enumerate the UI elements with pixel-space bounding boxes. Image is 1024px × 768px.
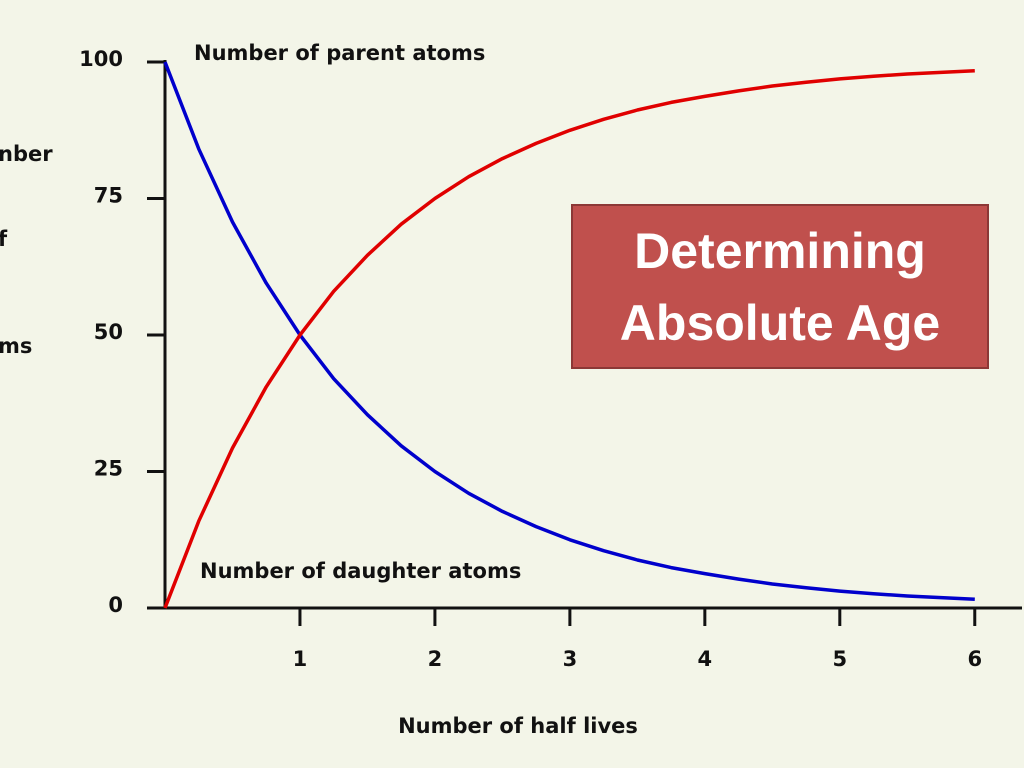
title-box: Determining Absolute Age [571, 204, 989, 369]
x-axis-label: Number of half lives [398, 714, 638, 738]
y-tick-label: 75 [94, 184, 123, 208]
x-tick-label: 4 [698, 647, 713, 671]
y-tick-label: 100 [79, 47, 123, 71]
x-tick-label: 5 [832, 647, 847, 671]
y-tick-label: 50 [94, 320, 123, 344]
title: Determining Absolute Age [619, 222, 941, 351]
x-tick-label: 3 [563, 647, 578, 671]
series-line [163, 68, 975, 609]
x-tick-label: 2 [428, 647, 443, 671]
series-label: Number of daughter atoms [200, 559, 521, 583]
y-axis-label: nber [0, 142, 53, 166]
y-tick-label: 25 [94, 457, 123, 481]
series-label: Number of parent atoms [194, 41, 485, 65]
x-tick-label: 6 [967, 647, 982, 671]
y-axis-label: ms [0, 334, 32, 358]
y-axis-label: f [0, 227, 8, 251]
y-tick-label: 0 [108, 593, 123, 617]
x-tick-label: 1 [293, 647, 308, 671]
